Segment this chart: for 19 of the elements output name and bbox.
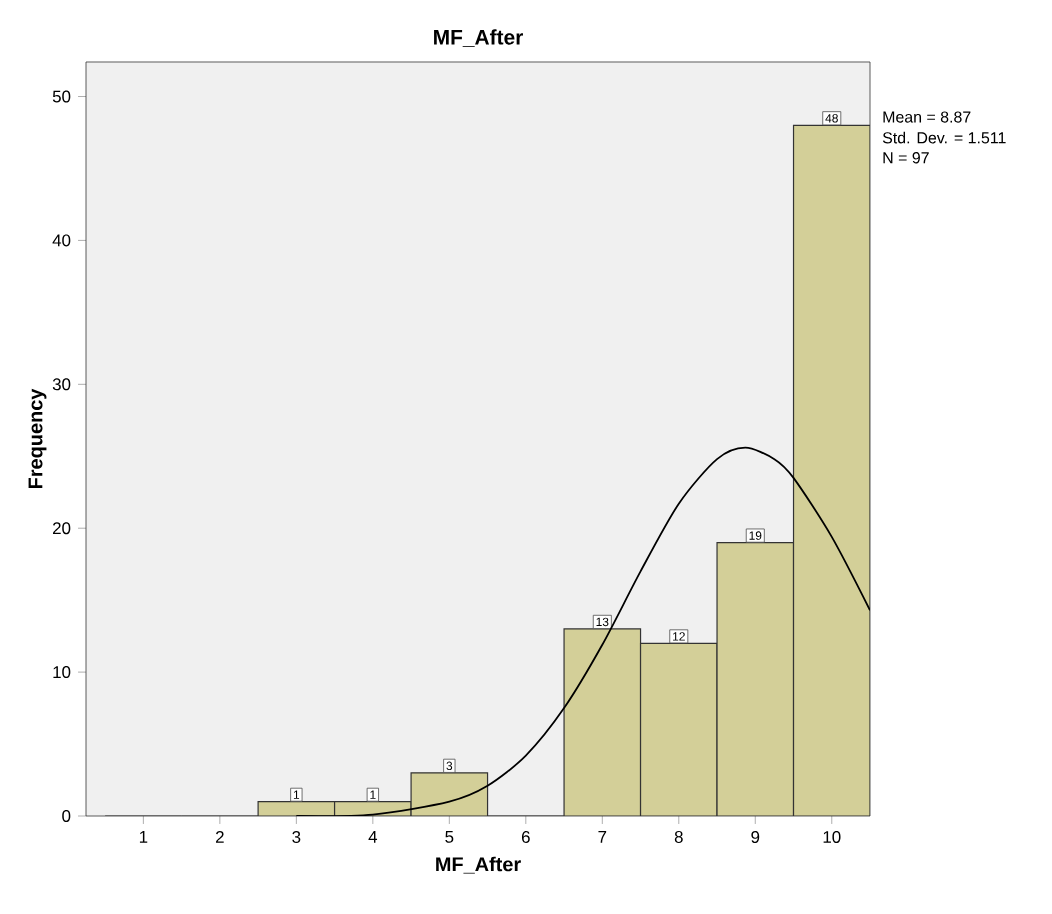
y-axis-title: Frequency [28,388,47,489]
x-tick-label: 5 [445,831,454,843]
y-tick-label: 40 [52,234,71,247]
x-tick-label: 2 [215,831,224,843]
y-tick-label: 0 [62,810,71,822]
chart-title: MF_After [434,29,523,47]
y-tick-label: 30 [52,378,71,391]
x-tick-label: 3 [292,831,301,843]
x-tick-label: 4 [368,831,378,843]
x-tick-label: 9 [751,831,760,843]
y-tick-label: 10 [53,666,71,679]
x-axis-title: MF_After [436,856,521,874]
x-tick-label: 7 [598,831,607,843]
y-tick-label: 50 [52,90,71,103]
y-tick-label: 20 [52,522,71,535]
x-tick-label: 10 [823,831,841,843]
x-tick-label: 6 [521,831,530,843]
x-tick-label: 8 [674,831,683,843]
x-tick-label: 1 [139,831,148,843]
